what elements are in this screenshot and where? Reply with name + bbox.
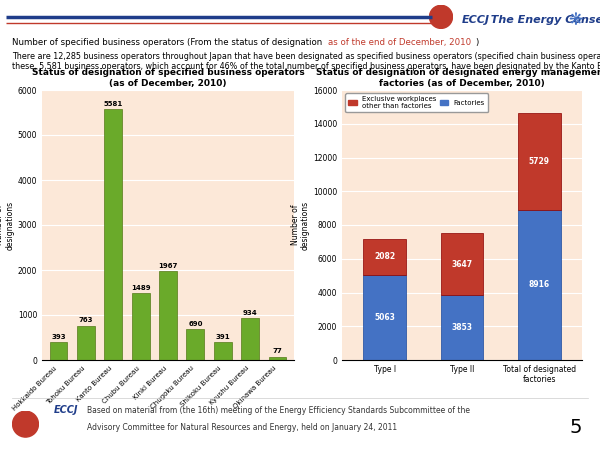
Text: 393: 393	[51, 334, 66, 340]
Text: The Energy Conservation Center Japan: The Energy Conservation Center Japan	[483, 15, 600, 25]
Text: these, 5,581 business operators, which account for 46% of the total number of sp: these, 5,581 business operators, which a…	[12, 62, 600, 71]
Bar	[269, 356, 286, 360]
Text: 1489: 1489	[131, 285, 151, 291]
Text: There are 12,285 business operators throughout Japan that have been designated a: There are 12,285 business operators thro…	[12, 52, 600, 61]
Bar	[518, 210, 561, 360]
Text: 391: 391	[215, 334, 230, 340]
Legend: Exclusive workplaces
other than factories, Factories: Exclusive workplaces other than factorie…	[346, 94, 488, 112]
Text: ❋: ❋	[568, 11, 582, 29]
Text: ECCJ: ECCJ	[54, 405, 79, 415]
Text: ECCJ: ECCJ	[462, 15, 490, 25]
Text: Based on material from (the 16th) meeting of the Energy Efficiency Standards Sub: Based on material from (the 16th) meetin…	[87, 406, 470, 415]
Bar	[187, 329, 204, 360]
Title: Status of designation of specified business operators
(as of December, 2010): Status of designation of specified busin…	[32, 68, 304, 88]
Text: Number of specified business operators (From the status of designation: Number of specified business operators (…	[12, 38, 325, 47]
Text: as of the end of December, 2010: as of the end of December, 2010	[328, 38, 472, 47]
Text: 8916: 8916	[529, 280, 550, 289]
Bar	[159, 271, 177, 360]
Text: 2082: 2082	[374, 252, 395, 261]
Bar	[104, 109, 122, 360]
Text: 934: 934	[243, 310, 257, 316]
Text: 77: 77	[272, 348, 283, 354]
Bar	[50, 342, 67, 360]
Bar	[77, 326, 95, 360]
Bar	[241, 318, 259, 360]
Y-axis label: Number of
designations: Number of designations	[291, 200, 310, 250]
Text: 3853: 3853	[452, 323, 473, 332]
Text: 763: 763	[79, 317, 93, 324]
Bar	[132, 293, 149, 360]
Bar	[518, 113, 561, 210]
Bar	[363, 274, 406, 360]
Text: 1967: 1967	[158, 263, 178, 269]
Text: 3647: 3647	[451, 260, 473, 269]
Text: 5: 5	[569, 418, 582, 437]
Bar	[441, 234, 483, 295]
Circle shape	[430, 5, 452, 28]
Circle shape	[13, 411, 38, 437]
Y-axis label: Number of
designations: Number of designations	[0, 200, 15, 250]
Text: 690: 690	[188, 321, 203, 327]
Text: 5063: 5063	[374, 313, 395, 322]
Text: 5581: 5581	[104, 101, 123, 107]
Bar	[214, 342, 232, 360]
Title: Status of designation of designated energy management
factories (as of December,: Status of designation of designated ener…	[316, 68, 600, 88]
Bar	[363, 239, 406, 274]
Text: Advisory Committee for Natural Resources and Energy, held on January 24, 2011: Advisory Committee for Natural Resources…	[87, 423, 397, 432]
Text: ): )	[476, 38, 479, 47]
Bar	[441, 295, 483, 360]
Text: 5729: 5729	[529, 157, 550, 166]
